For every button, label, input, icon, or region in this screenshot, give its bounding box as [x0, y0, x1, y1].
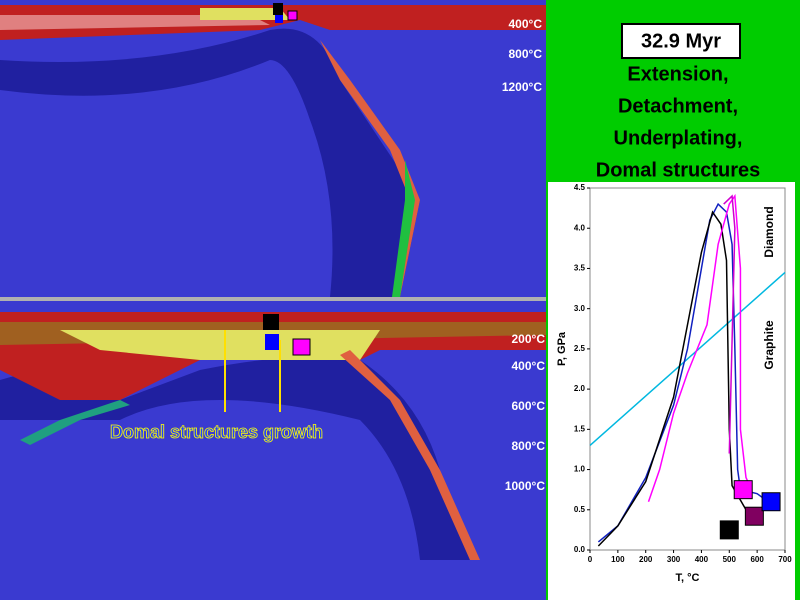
y-axis-label: P, GPa — [556, 331, 568, 366]
x-tick-label: 600 — [750, 555, 764, 564]
series-line — [589, 271, 786, 446]
x-tick-label: 200 — [639, 555, 653, 564]
sample-marker — [744, 506, 764, 526]
sample-marker — [733, 480, 753, 500]
y-tick-label: 0.0 — [574, 545, 586, 554]
annotation: Domal structures growth — [110, 422, 323, 442]
chart-panel — [548, 182, 795, 600]
y-tick-label: 2.5 — [574, 344, 586, 353]
temperature-label: 200°C — [512, 332, 546, 346]
time-box — [621, 23, 741, 59]
x-tick-label: 400 — [695, 555, 709, 564]
y-tick-label: 1.0 — [574, 465, 586, 474]
annotation: Graphite — [762, 320, 776, 370]
y-tick-label: 3.0 — [574, 304, 586, 313]
x-tick-label: 100 — [611, 555, 625, 564]
x-tick-label: 700 — [778, 555, 792, 564]
temperature-label: 800°C — [512, 439, 546, 453]
heading-line: Detachment, — [618, 95, 738, 117]
divider — [0, 297, 546, 301]
temperature-label: 400°C — [509, 17, 543, 31]
x-axis-label: T, °C — [676, 572, 700, 584]
temperature-label: 800°C — [509, 47, 543, 61]
x-tick-label: 300 — [667, 555, 681, 564]
temperature-label: 1000°C — [505, 479, 545, 493]
temperature-label: 1200°C — [502, 80, 542, 94]
x-tick-label: 500 — [723, 555, 737, 564]
time-label: 32.9 Myr — [641, 30, 721, 52]
y-tick-label: 4.5 — [574, 183, 586, 192]
annotation: Diamond — [762, 206, 776, 257]
y-tick-label: 3.5 — [574, 264, 586, 273]
sample-marker — [761, 492, 781, 512]
sample-marker — [719, 520, 739, 540]
x-tick-label: 0 — [588, 555, 593, 564]
temperature-label: 400°C — [512, 359, 546, 373]
bottom-model — [0, 300, 546, 600]
y-tick-label: 2.0 — [574, 384, 586, 393]
y-tick-label: 1.5 — [574, 424, 586, 433]
series-line — [723, 194, 736, 454]
heading-line: Domal structures — [596, 159, 761, 181]
series-line — [647, 193, 753, 502]
plot-area — [589, 187, 786, 551]
series-line — [597, 210, 747, 547]
y-tick-label: 0.5 — [574, 505, 586, 514]
heading-line: Extension, — [627, 63, 728, 85]
temperature-label: 600°C — [512, 399, 546, 413]
top-model — [0, 0, 546, 297]
y-tick-label: 4.0 — [574, 223, 586, 232]
heading-line: Underplating, — [614, 127, 743, 149]
